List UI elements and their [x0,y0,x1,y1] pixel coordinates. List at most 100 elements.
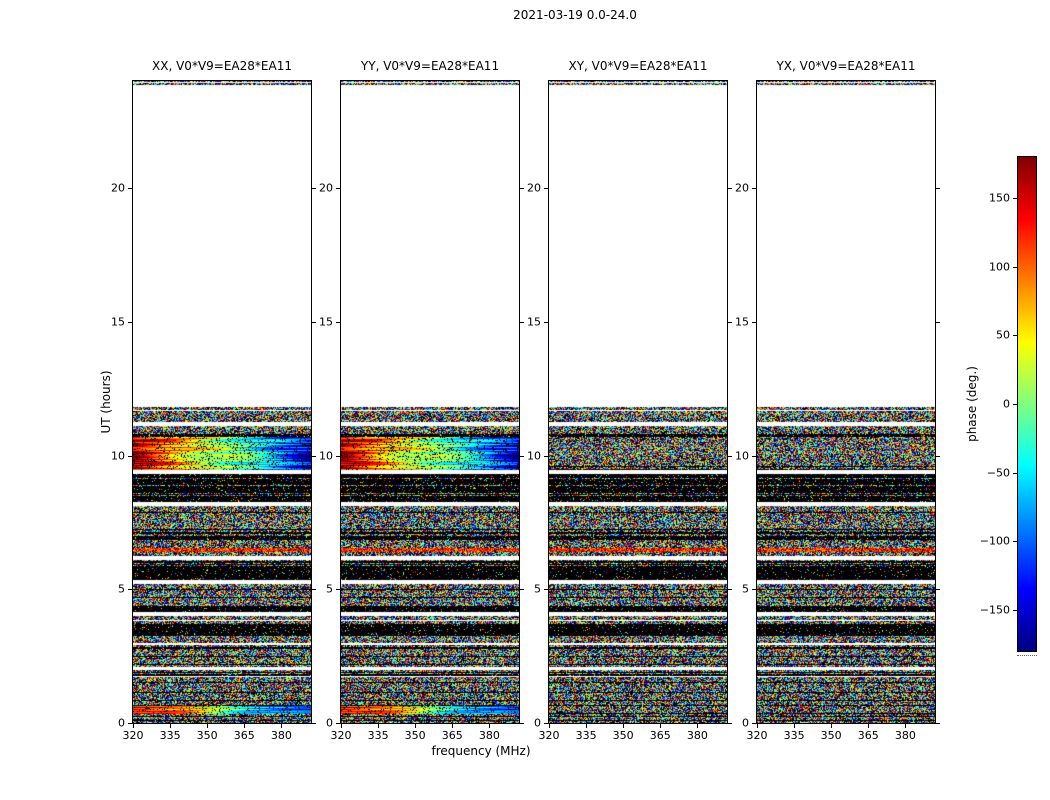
y-tick [544,455,548,457]
y-tick [128,455,132,457]
x-tick-label: 365 [233,729,255,742]
x-tick-label: 335 [367,729,389,742]
x-tick-label: 365 [649,729,671,742]
y-tick-label: 0 [534,716,541,730]
x-tick [207,724,209,728]
colorbar-tick-label: 0 [1003,397,1010,411]
x-tick [831,724,833,728]
heatmap-canvas-xx [133,81,311,723]
y-tick [520,455,524,457]
colorbar-tick-label: −50 [986,466,1010,480]
x-tick [794,724,796,728]
y-tick [936,723,940,724]
panel-title-yy: YY, V0*V9=EA28*EA11 [360,59,500,73]
y-tick-label: 0 [742,716,749,730]
y-tick-label: 10 [735,449,749,462]
y-tick [312,321,316,323]
colorbar-tick-label: 50 [996,328,1010,342]
y-tick [128,188,132,189]
y-tick [752,589,756,591]
y-tick [312,455,316,457]
y-tick-label: 20 [111,181,125,195]
x-tick [341,724,342,728]
y-tick [336,188,340,189]
figure-title: 2021-03-19 0.0-24.0 [513,8,637,22]
x-tick-label: 350 [196,729,218,742]
y-tick [544,188,548,189]
colorbar-dotted-edge [1017,655,1037,656]
colorbar-tick [1013,609,1017,611]
x-tick [586,724,588,728]
y-tick [752,723,756,724]
y-tick [520,321,524,323]
colorbar-tick [1013,266,1017,268]
y-tick-label: 20 [319,181,333,195]
x-tick [415,724,417,728]
y-tick-label: 15 [527,315,541,329]
colorbar-tick [1013,472,1017,474]
x-tick [378,724,380,728]
colorbar-tick [1013,335,1017,337]
y-tick [520,188,524,189]
heatmap-panel-yx: YX, V0*V9=EA28*EA11 320 335 350 365 380 0 5 10 1… [735,59,940,742]
colorbar-label: phase (deg.) [965,366,979,442]
colorbar-tick [1013,404,1017,405]
y-tick [520,723,524,724]
colorbar-tick-label: 150 [989,191,1010,205]
colorbar-tick-label: −100 [979,534,1010,548]
y-tick [752,321,756,323]
panel-title-xx: XX, V0*V9=EA28*EA11 [152,59,292,73]
panel-title-yx: YX, V0*V9=EA28*EA11 [776,59,916,73]
x-tick-label: 320 [746,729,768,742]
y-tick-label: 20 [735,181,749,195]
x-tick-label: 335 [783,729,805,742]
x-tick [281,724,283,728]
y-tick [336,723,340,724]
colorbar-canvas [1018,157,1036,651]
x-tick [549,724,550,728]
y-tick [752,188,756,189]
x-tick-label: 365 [441,729,463,742]
x-tick [905,724,907,728]
x-tick-label: 320 [538,729,560,742]
x-tick-label: 350 [404,729,426,742]
y-tick [312,723,316,724]
x-tick-label: 335 [575,729,597,742]
y-tick-label: 0 [118,716,125,730]
y-tick [520,589,524,591]
y-tick [728,455,732,457]
y-tick [336,321,340,323]
x-tick [452,724,454,728]
x-tick-label: 380 [894,729,916,742]
y-tick-label: 10 [527,449,541,462]
y-tick [728,188,732,189]
x-tick-label: 320 [330,729,352,742]
y-tick [544,589,548,591]
y-tick-label: 10 [111,449,125,462]
x-tick [868,724,870,728]
y-tick-label: 5 [534,582,541,596]
y-tick [544,321,548,323]
x-tick-label: 320 [122,729,144,742]
y-axis-label: UT (hours) [99,370,113,434]
x-tick [757,724,758,728]
y-tick-label: 10 [319,449,333,462]
heatmap-canvas-yx [757,81,935,723]
x-axis-label: frequency (MHz) [431,744,531,758]
x-tick-label: 380 [478,729,500,742]
y-tick [336,455,340,457]
x-tick-label: 365 [857,729,879,742]
x-tick-label: 380 [270,729,292,742]
colorbar-tick [1013,541,1017,543]
y-tick [936,321,940,323]
y-tick-label: 15 [319,315,333,329]
colorbar-tick-label: 100 [989,260,1010,274]
colorbar-tick-label: −150 [979,603,1010,617]
y-tick [728,723,732,724]
y-tick [728,589,732,591]
x-tick [244,724,246,728]
y-tick-label: 20 [527,181,541,195]
x-tick [170,724,172,728]
y-tick-label: 15 [111,315,125,329]
